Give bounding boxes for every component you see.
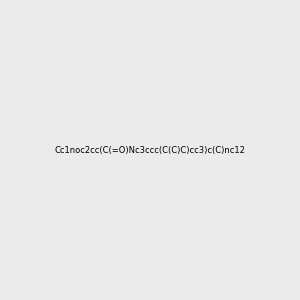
Text: Cc1noc2cc(C(=O)Nc3ccc(C(C)C)cc3)c(C)nc12: Cc1noc2cc(C(=O)Nc3ccc(C(C)C)cc3)c(C)nc12: [55, 146, 245, 154]
